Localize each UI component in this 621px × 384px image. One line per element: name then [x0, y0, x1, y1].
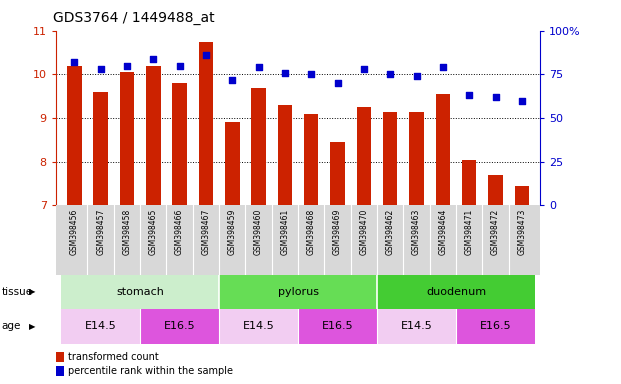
Bar [61, 309, 140, 344]
Text: ▶: ▶ [29, 287, 35, 296]
Point [96, 66, 106, 72]
Bar [456, 309, 535, 344]
Text: transformed count: transformed count [68, 352, 159, 362]
Text: GSM398463: GSM398463 [412, 209, 421, 255]
Text: GSM398468: GSM398468 [307, 209, 315, 255]
Text: GSM398458: GSM398458 [122, 209, 132, 255]
Point [122, 63, 132, 69]
Text: GSM398469: GSM398469 [333, 209, 342, 255]
Bar [356, 107, 371, 205]
Text: GSM398465: GSM398465 [149, 209, 158, 255]
Bar [225, 122, 240, 205]
Bar [199, 41, 213, 205]
Text: age: age [1, 321, 20, 331]
Bar [219, 309, 298, 344]
Bar [377, 275, 535, 309]
Text: GSM398460: GSM398460 [254, 209, 263, 255]
Text: E14.5: E14.5 [401, 321, 432, 331]
Text: GSM398457: GSM398457 [96, 209, 105, 255]
Bar [515, 186, 529, 205]
Bar [298, 309, 377, 344]
Text: E16.5: E16.5 [164, 321, 196, 331]
Text: GSM398473: GSM398473 [517, 209, 527, 255]
Bar [383, 111, 397, 205]
Point [70, 59, 79, 65]
Text: GSM398462: GSM398462 [386, 209, 395, 255]
Bar [67, 66, 81, 205]
Text: GSM398467: GSM398467 [201, 209, 211, 255]
Bar [330, 142, 345, 205]
Text: tissue: tissue [1, 287, 32, 297]
Text: percentile rank within the sample: percentile rank within the sample [68, 366, 233, 376]
Point [253, 65, 263, 71]
Text: GSM398466: GSM398466 [175, 209, 184, 255]
Text: GSM398471: GSM398471 [465, 209, 474, 255]
Point [280, 70, 290, 76]
Bar [93, 92, 108, 205]
Bar [252, 88, 266, 205]
Point [359, 66, 369, 72]
Text: duodenum: duodenum [426, 287, 486, 297]
Bar [61, 275, 219, 309]
Point [227, 76, 237, 83]
Point [491, 94, 501, 100]
Bar [120, 72, 134, 205]
Text: GSM398461: GSM398461 [281, 209, 289, 255]
Text: E16.5: E16.5 [479, 321, 511, 331]
Bar [146, 66, 161, 205]
Text: E16.5: E16.5 [322, 321, 353, 331]
Point [412, 73, 422, 79]
Text: GSM398472: GSM398472 [491, 209, 500, 255]
Bar [140, 309, 219, 344]
Point [385, 71, 395, 78]
Bar [488, 175, 503, 205]
Bar [409, 111, 424, 205]
Text: GDS3764 / 1449488_at: GDS3764 / 1449488_at [53, 11, 214, 25]
Point [306, 71, 316, 78]
Point [201, 52, 211, 58]
Point [438, 65, 448, 71]
Bar [278, 105, 292, 205]
Point [175, 63, 184, 69]
Text: pylorus: pylorus [278, 287, 319, 297]
Point [517, 98, 527, 104]
Bar [435, 94, 450, 205]
Bar [173, 83, 187, 205]
Text: GSM398464: GSM398464 [438, 209, 447, 255]
Text: GSM398459: GSM398459 [228, 209, 237, 255]
Bar [377, 309, 456, 344]
Point [465, 92, 474, 98]
Bar [219, 275, 377, 309]
Text: E14.5: E14.5 [243, 321, 274, 331]
Bar [304, 114, 319, 205]
Point [333, 80, 343, 86]
Text: GSM398470: GSM398470 [360, 209, 368, 255]
Text: ▶: ▶ [29, 322, 35, 331]
Text: stomach: stomach [116, 287, 164, 297]
Text: E14.5: E14.5 [85, 321, 117, 331]
Bar [462, 160, 476, 205]
Point [148, 56, 158, 62]
Text: GSM398456: GSM398456 [70, 209, 79, 255]
